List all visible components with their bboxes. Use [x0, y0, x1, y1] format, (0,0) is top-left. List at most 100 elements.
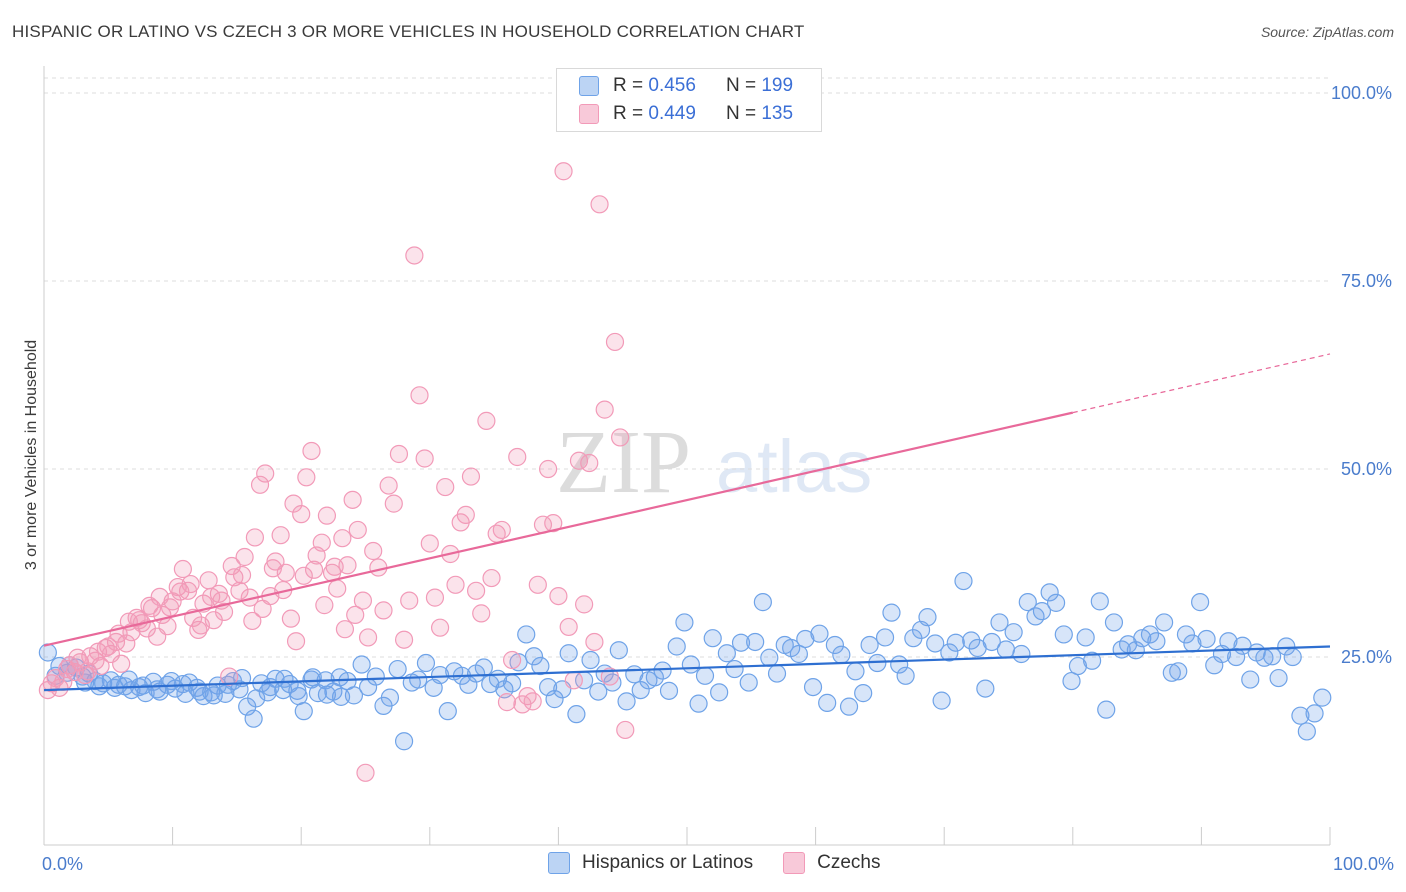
data-point	[559, 617, 578, 637]
trend-line	[43, 645, 1331, 692]
data-point	[832, 645, 851, 664]
data-point	[567, 705, 586, 724]
data-point	[477, 411, 496, 430]
data-point	[430, 618, 450, 637]
bottom-legend-swatch-hispanics	[548, 852, 570, 874]
data-point	[918, 608, 937, 627]
x-tick-label: 100.0%	[1333, 854, 1394, 874]
data-point	[590, 195, 609, 214]
data-point	[1104, 613, 1124, 632]
data-point	[605, 332, 625, 352]
data-point	[202, 587, 221, 606]
data-point	[1297, 722, 1316, 741]
data-point	[356, 763, 375, 782]
data-point	[1046, 593, 1066, 612]
data-point	[990, 613, 1009, 632]
data-point	[982, 632, 1001, 652]
bottom-legend-label-hispanics: Hispanics or Latinos	[582, 852, 754, 873]
bottom-legend: Hispanics or Latinos Czechs	[548, 852, 910, 874]
data-point	[1269, 668, 1288, 688]
data-point	[289, 687, 308, 706]
data-point	[595, 400, 614, 419]
data-point	[58, 659, 77, 679]
data-point	[524, 647, 544, 666]
data-point	[531, 656, 550, 676]
bottom-legend-swatch-czechs	[783, 852, 806, 874]
legend-n-label: N =	[725, 75, 757, 96]
legend-r-value: 0.449	[648, 103, 696, 124]
y-tick-label: 50.0%	[1341, 459, 1392, 479]
data-point	[1283, 647, 1302, 667]
data-point	[348, 520, 367, 540]
data-point	[235, 547, 254, 567]
data-point	[1227, 647, 1246, 667]
legend-r-value: 0.456	[648, 75, 696, 96]
data-point	[528, 575, 547, 594]
data-point	[281, 609, 301, 628]
data-point	[818, 693, 837, 712]
data-point	[173, 559, 192, 579]
data-point	[564, 671, 583, 690]
legend: R = 0.456 N = 199 R = 0.449 N = 135	[556, 68, 822, 132]
data-point	[580, 453, 599, 473]
data-point	[796, 629, 815, 649]
data-point	[220, 667, 239, 686]
data-point	[875, 628, 895, 647]
data-point	[99, 637, 118, 656]
data-point	[559, 644, 578, 663]
data-point	[446, 575, 465, 594]
data-point	[1004, 623, 1023, 642]
data-point	[1241, 670, 1260, 689]
data-point	[725, 659, 744, 679]
data-point	[353, 591, 373, 610]
data-point	[297, 468, 316, 487]
data-point	[825, 635, 844, 655]
data-point	[317, 685, 337, 704]
data-point	[343, 490, 362, 509]
data-point	[294, 566, 313, 585]
data-point	[675, 613, 694, 632]
data-point	[294, 702, 313, 721]
data-point	[609, 641, 628, 660]
data-point	[589, 682, 608, 701]
data-point	[1305, 704, 1324, 723]
data-point	[1197, 629, 1216, 649]
data-point	[695, 666, 715, 685]
series-hispanics-points	[38, 571, 1332, 751]
data-point	[68, 648, 87, 667]
data-point	[380, 688, 400, 707]
data-point	[416, 653, 436, 673]
data-point	[731, 633, 751, 652]
trend-lines	[43, 353, 1331, 692]
data-point	[335, 620, 355, 639]
data-point	[1068, 656, 1088, 676]
data-point	[653, 661, 672, 680]
data-point	[1277, 637, 1296, 656]
data-point	[325, 557, 344, 576]
data-point	[394, 732, 414, 751]
data-point	[232, 565, 252, 585]
data-point	[230, 680, 249, 699]
data-point	[681, 655, 700, 674]
data-point	[275, 669, 294, 688]
data-point	[544, 514, 563, 533]
data-point	[247, 689, 266, 708]
data-point	[617, 692, 636, 711]
data-point	[312, 533, 331, 552]
y-tick-label: 25.0%	[1341, 647, 1392, 667]
bottom-legend-czechs: Czechs	[783, 852, 880, 874]
data-point	[88, 642, 108, 661]
data-point	[1147, 632, 1166, 651]
bottom-legend-label-czechs: Czechs	[817, 852, 881, 873]
data-point	[160, 598, 180, 617]
data-point	[492, 520, 511, 540]
data-point	[256, 464, 275, 483]
data-point	[364, 541, 383, 561]
data-point	[140, 596, 159, 615]
data-point	[1062, 671, 1081, 691]
data-point	[839, 697, 859, 716]
data-point	[549, 587, 568, 606]
data-point	[482, 568, 501, 588]
data-point	[38, 643, 57, 662]
data-point	[508, 447, 527, 467]
